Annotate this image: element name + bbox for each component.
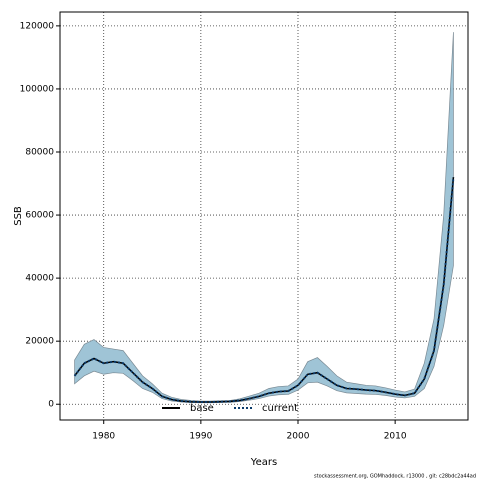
y-axis-label: SSB xyxy=(13,206,24,226)
confidence-band xyxy=(74,32,454,404)
y-tick-label: 60000 xyxy=(25,211,54,221)
y-tick-label: 120000 xyxy=(20,21,55,31)
x-tick-label: 2010 xyxy=(384,432,407,442)
x-axis-label: Years xyxy=(250,457,277,468)
x-tick-label: 1980 xyxy=(92,432,115,442)
legend-label: current xyxy=(262,403,298,414)
line xyxy=(73,177,455,404)
y-tick-label: 100000 xyxy=(20,84,55,94)
x-tick-label: 1990 xyxy=(189,432,212,442)
y-tick-label: 80000 xyxy=(25,147,54,157)
y-tick-label: 0 xyxy=(48,400,54,410)
x-tick-label: 2000 xyxy=(287,432,310,442)
y-tick-label: 40000 xyxy=(25,274,54,284)
plot-frame xyxy=(59,11,469,421)
legend-label: base xyxy=(190,403,214,414)
footer: stockassessment.org, GOMhaddock, r13000 … xyxy=(314,474,476,480)
y-tick-label: 20000 xyxy=(25,337,54,347)
